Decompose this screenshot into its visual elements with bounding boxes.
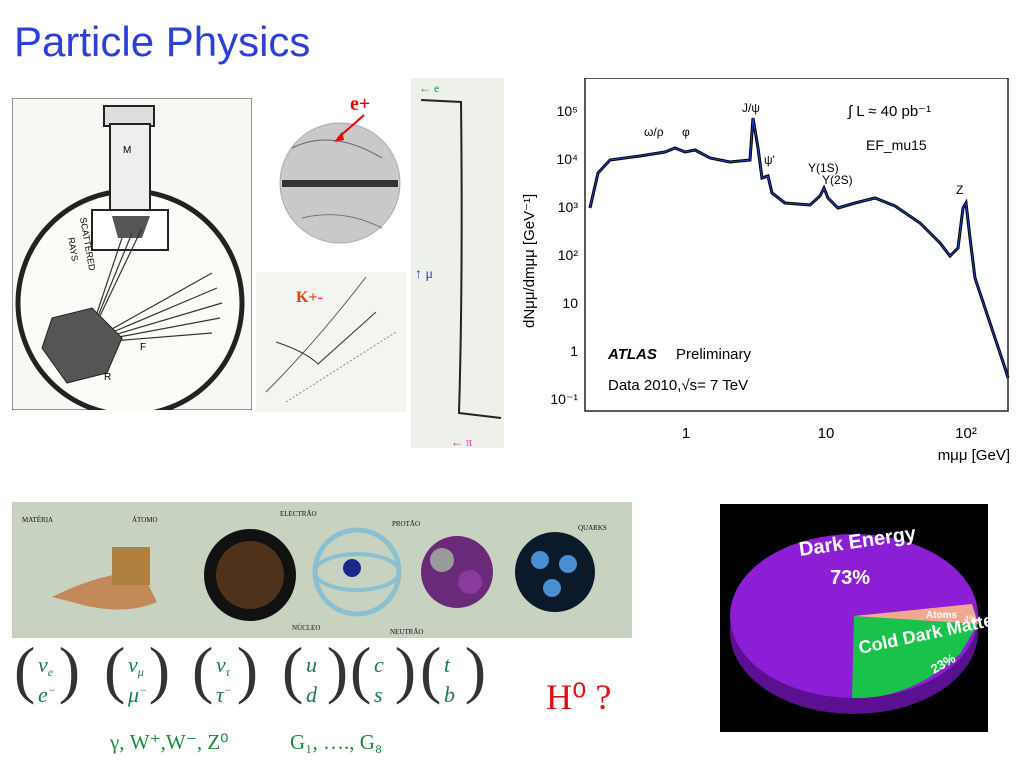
label-nucleo: NÚCLEO	[292, 624, 320, 632]
doublet-top: ντ	[216, 652, 231, 679]
trigger-label: EF_mu15	[866, 137, 927, 153]
ytick-1e5: 10⁵	[557, 103, 578, 119]
subscript: μ	[137, 665, 144, 679]
ytick-1e2: 10²	[558, 247, 579, 263]
left-paren: (	[420, 634, 442, 705]
left-paren: (	[14, 634, 36, 705]
positron-photo: e+	[279, 93, 401, 244]
peak-z: Z	[956, 183, 963, 197]
peak-psi-prime: ψ'	[764, 153, 775, 167]
right-paren: )	[326, 634, 348, 705]
doublet-bottom: d	[306, 682, 317, 707]
label-m: M	[123, 145, 131, 156]
left-paren: (	[192, 634, 214, 705]
slice-value-dark-energy: 73%	[830, 567, 870, 589]
positron-label: e+	[350, 93, 370, 115]
left-paren: (	[282, 634, 304, 705]
matter-scale-strip: MATÉRIA ÁTOMO ELECTRÃO PROTÃO QUARKS NÚC…	[12, 502, 632, 638]
luminosity-label: ∫ L ≈ 40 pb⁻¹	[847, 103, 931, 120]
slice-value-atoms: 4%	[964, 614, 977, 624]
ytick-1e4: 10⁴	[556, 151, 578, 167]
label-atomo: ÁTOMO	[132, 516, 158, 524]
doublet-bottom: τ−	[216, 682, 232, 707]
doublet-top: νe	[38, 652, 54, 679]
lepton-doublet: (ντ τ−)	[192, 638, 258, 714]
xtick-10: 10	[818, 425, 835, 442]
ytick-1: 1	[570, 343, 578, 359]
kaon-label: K+-	[296, 289, 323, 306]
label-electrao: ELECTRÃO	[280, 510, 317, 518]
gauge-bosons: γ, W⁺,W⁻, Z⁰	[110, 730, 229, 754]
superscript: −	[139, 683, 148, 697]
slide-title: Particle Physics	[14, 18, 311, 65]
muon-track-photo: ← e ↑ μ ← π	[411, 78, 504, 448]
doublet-top: νμ	[128, 652, 144, 679]
x-axis-label: mμμ [GeV]	[938, 447, 1010, 464]
doublet-bottom: μ−	[128, 682, 148, 707]
label-neutrao: NEUTRÃO	[390, 628, 423, 636]
quark-doublet: (t b)	[420, 638, 486, 714]
superscript: −	[47, 683, 56, 697]
label-rays: RAYS	[66, 237, 80, 262]
label-quarks: QUARKS	[578, 524, 607, 532]
right-paren: )	[464, 634, 486, 705]
scattering-apparatus-diagram: M SCATTERED RAYS F R	[12, 98, 252, 410]
ytick-1e-1: 10⁻¹	[550, 391, 578, 407]
label-materia: MATÉRIA	[22, 516, 53, 524]
atlas-dimuon-plot: 10⁵ 10⁴ 10³ 10² 10 1 10⁻¹ 1 10 10² dNμμ/…	[510, 77, 1020, 470]
label-protao: PROTÃO	[392, 520, 420, 528]
ytick-10: 10	[562, 295, 578, 311]
left-paren: (	[104, 634, 126, 705]
lepton-doublet: (νe e−)	[14, 638, 80, 714]
cosmic-composition-pie: Dark Energy 73% Cold Dark Matter 23% Ato…	[720, 504, 988, 732]
data-energy-label: Data 2010,√s= 7 TeV	[608, 377, 748, 394]
doublet-top: u	[306, 652, 317, 677]
quark-doublet: (c s)	[350, 638, 416, 714]
peak-jpsi: J/ψ	[742, 101, 760, 115]
slice-label-atoms: Atoms	[926, 610, 958, 621]
atlas-label: ATLAS	[607, 346, 657, 363]
track-label-mu: ↑ μ	[415, 267, 433, 282]
track-label-pi: ← π	[451, 435, 472, 448]
peak-upsilon-1s: Υ(1S)	[808, 161, 839, 175]
right-paren: )	[236, 634, 258, 705]
y-axis-label: dNμμ/dmμμ [GeV⁻¹]	[521, 194, 538, 328]
subscript: τ	[225, 665, 231, 679]
preliminary-label: Preliminary	[676, 346, 752, 363]
superscript: −	[223, 683, 232, 697]
kaon-photo: K+-	[256, 272, 406, 412]
right-paren: )	[394, 634, 416, 705]
xtick-100: 10²	[955, 425, 977, 442]
peak-phi: φ	[682, 125, 690, 139]
track-label-e: ← e	[419, 81, 439, 95]
quark-doublet: (u d)	[282, 638, 348, 714]
doublet-bottom: e−	[38, 682, 56, 707]
gluons: G₁, …., G₈	[290, 730, 383, 754]
doublet-bottom: s	[374, 682, 383, 707]
doublet-top: c	[374, 652, 384, 677]
xtick-1: 1	[682, 425, 690, 442]
higgs-boson: H⁰ ?	[546, 677, 612, 717]
doublet-bottom: b	[444, 682, 455, 707]
subscript: e	[47, 665, 54, 679]
right-paren: )	[58, 634, 80, 705]
label-r: R	[104, 372, 111, 383]
ytick-1e3: 10³	[558, 199, 579, 215]
lepton-doublet: (νμ μ−)	[104, 638, 170, 714]
right-paren: )	[148, 634, 170, 705]
peak-omega-rho: ω/ρ	[644, 125, 664, 139]
label-f: F	[140, 342, 146, 353]
peak-upsilon-2s: Υ(2S)	[822, 173, 853, 187]
doublet-top: t	[444, 652, 451, 677]
left-paren: (	[350, 634, 372, 705]
